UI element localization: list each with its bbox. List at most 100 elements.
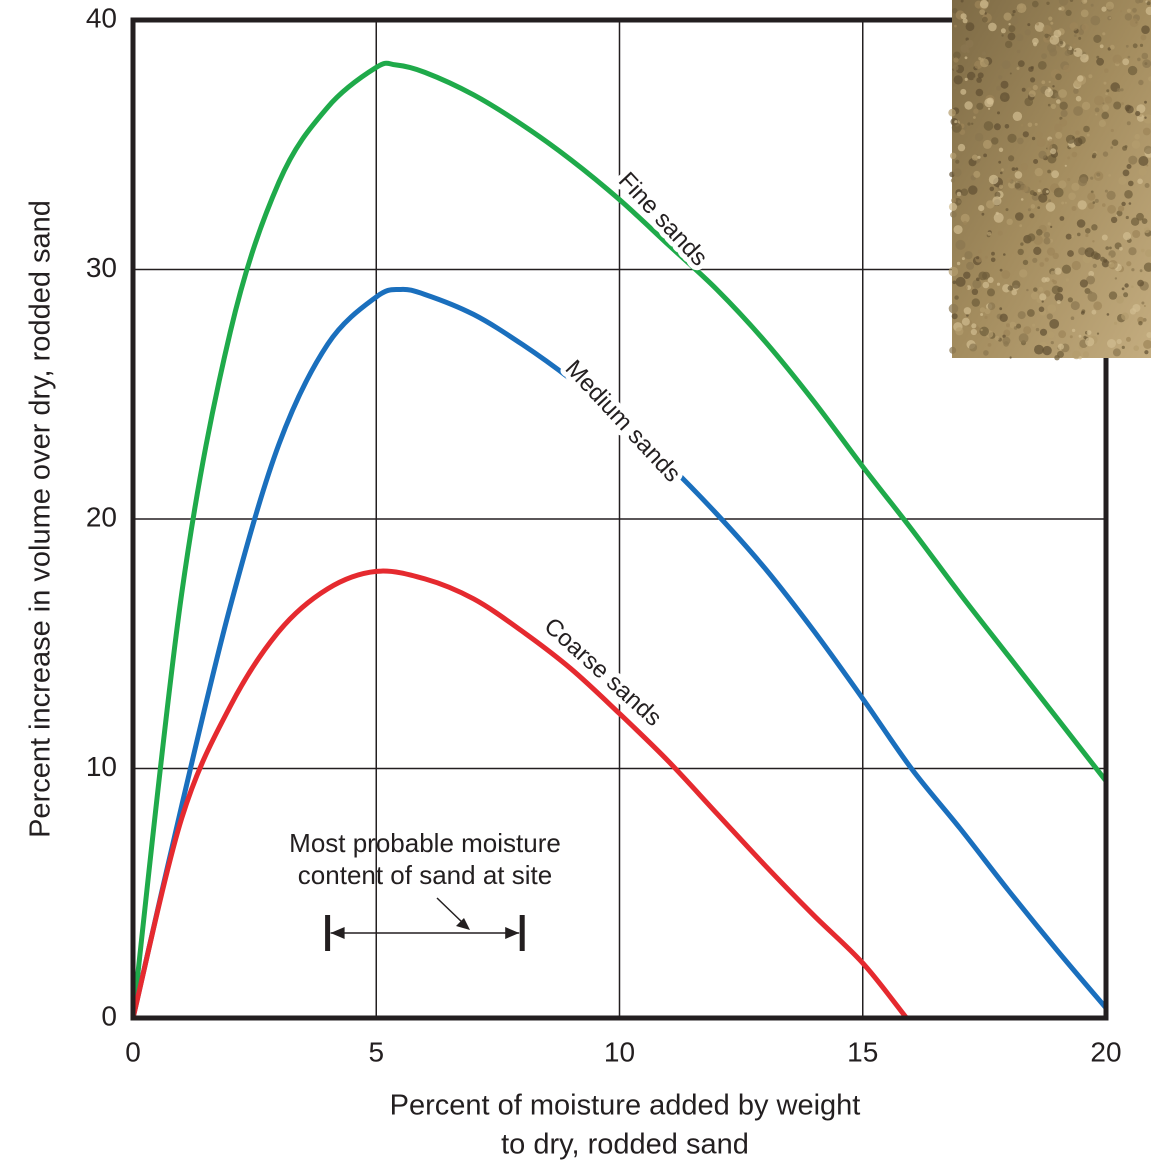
photo-texture xyxy=(1021,87,1026,92)
photo-texture xyxy=(1042,188,1050,196)
photo-texture xyxy=(1131,285,1134,289)
photo-texture xyxy=(987,288,995,297)
photo-texture xyxy=(1036,22,1039,26)
photo-texture xyxy=(1033,287,1038,292)
photo-texture xyxy=(1115,351,1118,354)
photo-texture xyxy=(998,160,1002,164)
photo-texture xyxy=(1036,229,1043,236)
frame xyxy=(130,17,1109,1021)
photo-texture xyxy=(1058,0,1069,6)
photo xyxy=(948,0,1151,361)
photo-texture xyxy=(1073,34,1077,37)
photo-texture xyxy=(1020,242,1024,246)
photo-texture xyxy=(1034,122,1038,126)
photo-texture xyxy=(1034,167,1044,177)
photo-texture xyxy=(1033,235,1043,245)
photo-texture xyxy=(1086,133,1090,137)
photo-texture xyxy=(994,335,1000,341)
photo-texture xyxy=(1085,228,1091,234)
photo-texture xyxy=(980,328,983,332)
photo-texture xyxy=(1007,32,1016,41)
photo-texture xyxy=(1145,6,1151,16)
photo-texture xyxy=(1141,218,1148,225)
photo-texture xyxy=(1116,210,1123,217)
photo-texture xyxy=(1090,3,1094,7)
photo-texture xyxy=(1060,109,1068,117)
photo-texture xyxy=(987,343,992,347)
photo-texture xyxy=(994,191,1001,198)
photo-texture xyxy=(1088,74,1093,79)
photo-texture xyxy=(1050,341,1054,345)
photo-texture xyxy=(1081,0,1088,4)
x-tick-label: 0 xyxy=(125,1036,141,1067)
photo-texture xyxy=(953,86,957,90)
photo-texture xyxy=(1024,97,1033,107)
photo-texture xyxy=(1032,257,1038,263)
photo-texture xyxy=(1023,326,1032,335)
photo-texture xyxy=(1091,309,1097,315)
photo-texture xyxy=(1101,6,1107,12)
photo-texture xyxy=(1042,25,1052,35)
photo-texture xyxy=(1143,262,1151,272)
photo-texture xyxy=(1017,60,1025,67)
curve-label: Coarse sands xyxy=(539,613,667,732)
photo-texture xyxy=(1101,111,1109,120)
photo-texture xyxy=(966,314,969,317)
photo-texture xyxy=(1096,55,1100,59)
photo-texture xyxy=(992,196,1002,206)
photo-texture xyxy=(979,9,986,16)
photo-texture xyxy=(1001,168,1004,172)
photo-texture xyxy=(1049,319,1060,329)
photo-texture xyxy=(1106,313,1110,316)
photo-texture xyxy=(1142,59,1151,68)
photo-texture xyxy=(1136,104,1146,114)
photo-texture xyxy=(1029,213,1035,219)
photo-texture xyxy=(1033,159,1039,164)
photo-texture xyxy=(1022,259,1029,266)
photo-texture xyxy=(1111,139,1119,146)
photo-texture xyxy=(1072,350,1081,360)
pointer xyxy=(436,897,465,925)
photo-texture xyxy=(1143,145,1151,155)
photo-texture xyxy=(1141,183,1144,186)
photo-texture xyxy=(960,213,970,223)
photo-texture xyxy=(1121,312,1129,321)
photo-texture xyxy=(1146,332,1151,338)
photo-texture xyxy=(1141,248,1145,253)
photo-texture xyxy=(1011,167,1016,172)
photo-texture xyxy=(1027,233,1036,242)
photo-texture xyxy=(1012,111,1023,122)
photo-texture xyxy=(983,121,994,131)
photo-texture xyxy=(1078,36,1082,40)
y-tick-label: 10 xyxy=(86,751,117,782)
annotation: content of sand at site xyxy=(298,860,552,890)
x-tick-label: 15 xyxy=(847,1036,878,1067)
photo-texture xyxy=(1054,267,1062,275)
photo-texture xyxy=(978,271,988,281)
photo-texture xyxy=(1087,292,1098,302)
photo-texture xyxy=(1044,257,1049,262)
photo-texture xyxy=(1051,285,1061,295)
photo-texture xyxy=(1058,7,1062,11)
photo-texture xyxy=(1064,201,1067,204)
photo-texture xyxy=(1071,151,1078,158)
photo-texture xyxy=(969,343,978,352)
photo-texture xyxy=(1000,171,1003,175)
photo-texture xyxy=(1078,356,1082,360)
photo-texture xyxy=(1053,187,1064,198)
photo-texture xyxy=(1050,270,1055,276)
photo-texture xyxy=(982,139,992,149)
photo-texture xyxy=(1048,80,1051,83)
photo-texture xyxy=(1124,145,1128,149)
photo-texture xyxy=(984,315,988,319)
photo-texture xyxy=(1093,301,1103,311)
photo-texture xyxy=(964,286,968,290)
photo-texture xyxy=(956,191,962,197)
photo-texture xyxy=(1104,96,1113,104)
photo-texture xyxy=(988,174,999,185)
x-tick-label: 20 xyxy=(1090,1036,1121,1067)
photo-texture xyxy=(1010,17,1019,25)
photo-texture xyxy=(1071,235,1075,238)
photo-texture xyxy=(1085,337,1095,347)
photo-texture xyxy=(1003,253,1006,256)
